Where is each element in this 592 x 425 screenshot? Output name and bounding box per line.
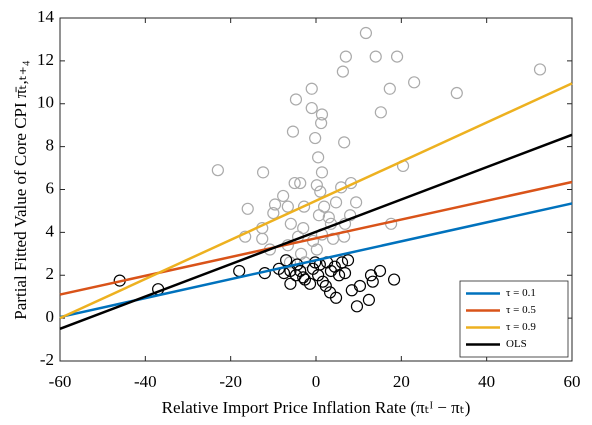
- scatter-point: [322, 211, 335, 224]
- scatter-point: [286, 125, 300, 138]
- scatter-point: [315, 166, 329, 179]
- y-tick-label: 10: [37, 93, 54, 112]
- scatter-point: [319, 279, 332, 293]
- scatter-point: [374, 106, 387, 119]
- x-axis-label: Relative Import Price Inflation Rate (πₜ…: [162, 398, 471, 417]
- scatter-point: [289, 93, 303, 106]
- scatter-point: [241, 202, 254, 215]
- scatter-point: [338, 267, 352, 280]
- scatter-point: [341, 254, 355, 267]
- scatter-point: [312, 209, 326, 222]
- scatter-point: [373, 264, 387, 278]
- y-tick-label: 6: [46, 178, 55, 197]
- scatter-point: [332, 269, 346, 282]
- fit-line: [59, 133, 573, 331]
- scatter-point: [284, 217, 297, 230]
- x-tick-label: 0: [312, 372, 321, 391]
- y-tick-label: 4: [46, 221, 55, 240]
- scatter-point: [294, 176, 307, 190]
- scatter-point: [305, 101, 318, 115]
- x-tick-label: 60: [564, 372, 581, 391]
- x-tick-label: 20: [393, 372, 410, 391]
- scatter-point: [284, 277, 297, 290]
- x-tick-label: -60: [49, 372, 72, 391]
- scatter-point: [297, 271, 310, 284]
- scatter-point: [312, 151, 325, 164]
- y-tick-label: 0: [46, 307, 55, 326]
- scatter-point: [303, 277, 317, 290]
- scatter-point: [350, 196, 363, 209]
- scatter-point: [310, 243, 323, 256]
- fit-line: [59, 202, 573, 319]
- scatter-point: [387, 273, 401, 286]
- y-tick-label: 14: [37, 7, 55, 26]
- legend-label: OLS: [506, 338, 527, 350]
- scatter-point: [366, 275, 379, 288]
- legend-label: τ = 0.1: [506, 287, 536, 299]
- scatter-point: [450, 86, 463, 100]
- scatter-point: [350, 300, 364, 313]
- scatter-point: [309, 131, 322, 145]
- scatter-point: [533, 63, 547, 76]
- scatter-point: [315, 116, 328, 130]
- scatter-point: [211, 164, 224, 177]
- scatter-point: [315, 108, 329, 121]
- y-tick-label: 12: [37, 50, 54, 69]
- scatter-point: [310, 179, 323, 192]
- scatter-point: [256, 232, 269, 245]
- scatter-point: [390, 50, 404, 63]
- y-tick-label: 2: [46, 264, 55, 283]
- scatter-point: [336, 65, 349, 78]
- x-tick-label: -40: [134, 372, 157, 391]
- scatter-point: [288, 176, 301, 190]
- scatter-point: [353, 279, 367, 293]
- scatter-point: [281, 200, 294, 213]
- scatter-point: [369, 50, 382, 63]
- scatter-point: [408, 76, 421, 89]
- legend-label: τ = 0.9: [506, 321, 536, 333]
- scatter-point: [277, 189, 290, 203]
- scatter-point: [305, 82, 318, 95]
- scatter-point: [339, 50, 352, 63]
- scatter-point: [323, 286, 337, 299]
- scatter-point: [314, 185, 327, 198]
- y-tick-label: 8: [46, 136, 55, 155]
- scatter-point: [267, 206, 280, 220]
- scatter-point: [359, 26, 373, 40]
- scatter-point: [338, 136, 351, 149]
- y-axis-label: Partial Fitted Value of Core CPI π̄ₜ,ₜ₊₄: [11, 60, 30, 319]
- scatter-point: [297, 200, 311, 213]
- scatter-point: [329, 196, 343, 209]
- scatter-point: [268, 198, 282, 211]
- x-tick-label: 40: [478, 372, 495, 391]
- x-tick-label: -20: [219, 372, 242, 391]
- fit-line: [59, 82, 573, 320]
- scatter-point: [362, 293, 376, 307]
- scatter-point: [344, 209, 357, 222]
- scatter-point: [383, 82, 396, 95]
- y-tick-label: -2: [40, 350, 54, 369]
- fit-line: [59, 180, 573, 296]
- legend-label: τ = 0.5: [506, 304, 536, 316]
- scatter-point: [256, 166, 270, 179]
